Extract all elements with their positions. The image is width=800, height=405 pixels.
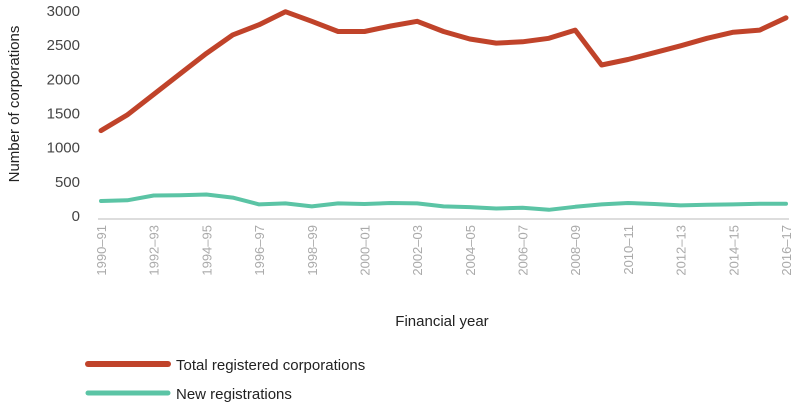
x-tick-label: 1992–93 <box>147 225 162 276</box>
y-tick-label: 500 <box>55 174 80 191</box>
x-tick-label: 2010–11 <box>621 225 636 275</box>
x-tick-label: 2016–17 <box>779 225 794 276</box>
x-tick-label: 2008–09 <box>568 225 583 276</box>
y-axis-ticks: 0 500 1000 1500 2000 2500 3000 <box>47 3 80 225</box>
y-tick-label: 2000 <box>47 71 80 88</box>
x-tick-label: 2014–15 <box>726 225 741 276</box>
y-tick-label: 2500 <box>47 37 80 54</box>
y-tick-label: 1500 <box>47 106 80 123</box>
y-tick-label: 0 <box>72 208 80 225</box>
legend-label-total: Total registered corporations <box>176 357 365 374</box>
legend: Total registered corporations New regist… <box>85 357 365 403</box>
y-axis-title: Number of corporations <box>6 26 23 183</box>
x-tick-label: 2000–01 <box>357 225 372 276</box>
x-axis-ticks: 1990–91 1992–93 1994–95 1996–97 1998–99 2000–… <box>94 225 794 276</box>
x-tick-label: 1990–91 <box>94 225 109 276</box>
series-lines <box>98 9 789 212</box>
x-tick-label: 1996–97 <box>252 225 267 276</box>
x-tick-label: 1998–99 <box>305 225 320 276</box>
x-tick-label: 1994–95 <box>199 225 214 276</box>
x-tick-label: 2012–13 <box>674 225 689 276</box>
x-tick-label: 2002–03 <box>410 225 425 276</box>
x-tick-label: 2004–05 <box>463 225 478 276</box>
y-tick-label: 1000 <box>47 140 80 157</box>
legend-label-new: New registrations <box>176 386 292 403</box>
series-line-total-registered <box>98 9 789 134</box>
x-axis-title: Financial year <box>395 313 488 330</box>
x-tick-label: 2006–07 <box>516 225 531 276</box>
series-line-new-registrations <box>99 192 788 212</box>
y-tick-label: 3000 <box>47 3 80 20</box>
